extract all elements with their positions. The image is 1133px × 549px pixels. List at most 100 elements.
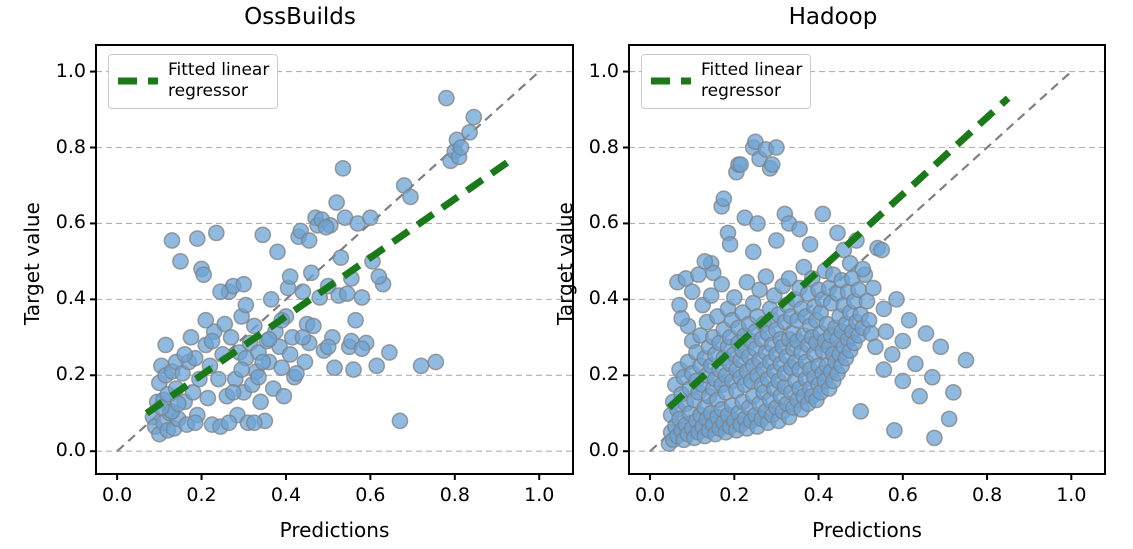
scatter-point	[751, 281, 768, 299]
scatter-point	[907, 355, 924, 373]
x-tick-label: 1.0	[1056, 484, 1087, 506]
scatter-point	[801, 235, 819, 253]
scatter-point	[260, 330, 278, 348]
scatter-point	[926, 429, 943, 447]
x-tick-label: 0.0	[101, 484, 133, 506]
scatter-point	[334, 160, 352, 177]
scatter-point	[300, 232, 318, 249]
scatter-point	[829, 224, 846, 242]
fitted-regressor-line	[666, 95, 1011, 411]
scatter-point	[235, 275, 253, 293]
y-axis-label: Target value	[20, 201, 44, 325]
scatter-point	[452, 139, 470, 156]
x-tick-label: 0.0	[634, 484, 666, 506]
scatter-point	[245, 317, 263, 335]
x-tick-label: 0.2	[719, 484, 750, 506]
legend[interactable]: Fitted linear regressor	[108, 54, 279, 109]
scatter-point	[713, 275, 731, 293]
x-tick-label: 0.8	[971, 484, 1003, 506]
scatter-point	[288, 365, 305, 382]
y-tick-label: 1.0	[55, 59, 86, 82]
x-axis-label: Predictions	[812, 518, 922, 542]
scatter-point	[294, 283, 312, 301]
scatter-point	[461, 123, 478, 141]
scatter-points	[144, 89, 483, 443]
scatter-point	[184, 384, 202, 401]
scatter-point	[867, 338, 884, 356]
legend[interactable]: Fitted linear regressor	[641, 54, 812, 109]
scatter-point	[368, 357, 386, 375]
chart-panel-ossbuilds: OssBuilds 0.0 0.2 0.4 0.6 0.8 1.0 0.0 0.2 0.4 0.6…	[20, 4, 574, 542]
scatter-point	[207, 224, 225, 242]
scatter-point	[186, 414, 204, 432]
scatter-point	[749, 215, 766, 232]
y-tick-label: 0.8	[55, 135, 86, 158]
scatter-point	[391, 412, 409, 430]
scatter-point	[172, 253, 189, 270]
scatter-point	[738, 273, 756, 291]
y-tick-label: 0.4	[55, 287, 86, 310]
scatter-point	[888, 291, 905, 308]
scatter-point	[319, 338, 337, 356]
scatter-point	[353, 289, 371, 306]
scatter-point	[744, 243, 762, 261]
scatter-point	[262, 291, 280, 308]
legend-line-swatch	[651, 77, 691, 85]
scatter-point	[957, 351, 975, 369]
scatter-point	[233, 361, 250, 378]
scatter-point	[438, 89, 455, 107]
scatter-point	[883, 346, 901, 363]
scatter-point	[683, 283, 701, 301]
scatter-point	[757, 268, 775, 285]
y-axis-label: Target value	[553, 201, 577, 325]
scatter-points	[660, 133, 975, 452]
legend-label: Fitted linear regressor	[168, 60, 270, 101]
scatter-point	[169, 395, 187, 413]
axes-frame	[628, 44, 1106, 475]
scatter-point	[281, 268, 299, 285]
scatter-point	[203, 332, 221, 350]
x-tick-label: 0.8	[439, 484, 470, 506]
scatter-point	[768, 139, 785, 156]
scatter-point	[715, 190, 733, 208]
scatter-point	[250, 368, 267, 386]
scatter-point	[254, 226, 272, 244]
scatter-point	[875, 300, 893, 318]
scatter-point	[269, 243, 286, 261]
scatter-point	[852, 403, 870, 420]
y-tick-label: 0.6	[55, 211, 86, 234]
scatter-point	[402, 188, 419, 206]
scatter-point	[412, 357, 430, 375]
scatter-point	[275, 387, 293, 405]
scatter-point	[673, 309, 691, 327]
scatter-point	[210, 370, 227, 388]
scatter-point	[900, 311, 918, 329]
scatter-point	[294, 328, 312, 346]
scatter-point	[353, 340, 371, 358]
scatter-point	[326, 359, 343, 377]
scatter-point	[932, 338, 950, 356]
scatter-point	[780, 270, 798, 287]
y-tick-label: 0.0	[588, 439, 619, 462]
scatter-point	[338, 285, 356, 303]
y-tick-label: 1.0	[588, 59, 619, 82]
x-tick-label: 0.4	[270, 484, 302, 506]
scatter-point	[858, 292, 876, 310]
scatter-point	[877, 323, 895, 340]
scatter-point	[696, 253, 714, 270]
scatter-point	[911, 387, 929, 405]
scatter-point	[732, 156, 749, 173]
y-tick-label: 0.4	[588, 287, 619, 310]
y-tick-label: 0.8	[588, 135, 619, 158]
scatter-point	[302, 264, 320, 282]
scatter-point	[465, 108, 483, 126]
scatter-point	[768, 232, 785, 249]
scatter-point	[795, 258, 813, 276]
scatter-point	[188, 230, 206, 247]
scatter-point	[220, 414, 238, 432]
scatter-point	[296, 353, 314, 371]
x-tick-label: 0.6	[887, 484, 918, 506]
y-tick-label: 0.2	[588, 363, 619, 386]
axes-frame	[95, 44, 574, 475]
